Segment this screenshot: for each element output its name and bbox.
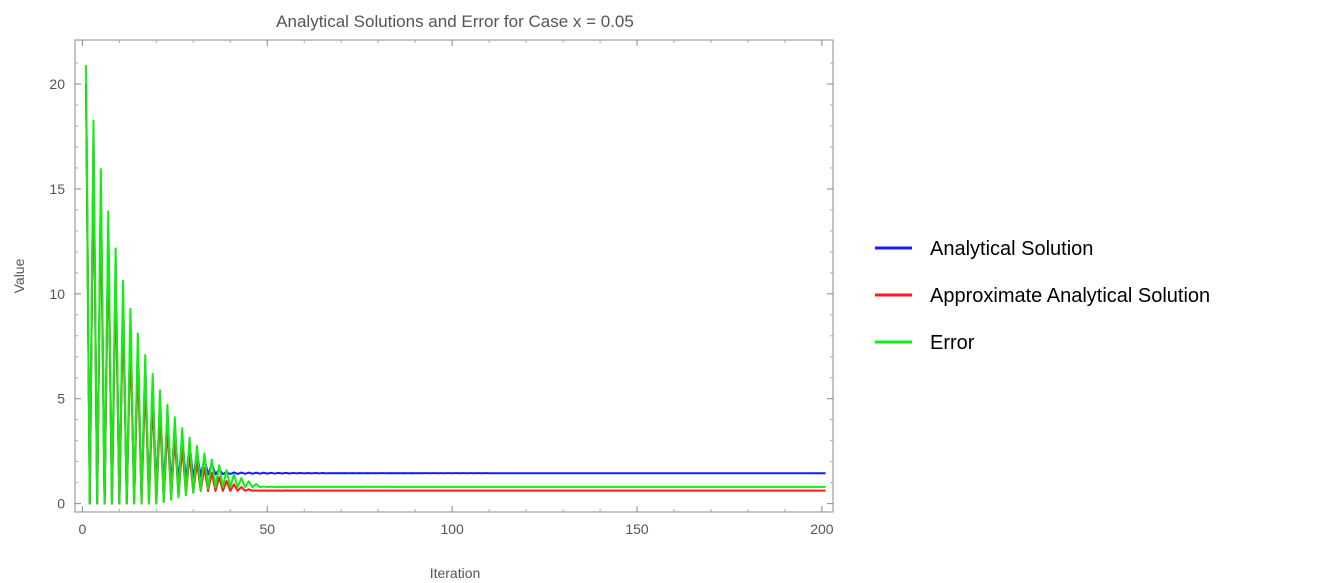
legend: Analytical Solution Approximate Analytica…: [875, 238, 1210, 354]
series-line-1: [85, 84, 826, 505]
x-tick-label: 0: [78, 521, 86, 537]
x-tick-label: 150: [625, 521, 649, 537]
y-tick-label: 5: [57, 391, 65, 407]
legend-entry: Analytical Solution: [930, 238, 1093, 260]
x-tick-label: 50: [259, 521, 275, 537]
x-axis-label: Iteration: [430, 565, 481, 581]
y-axis-label: Value: [11, 258, 27, 293]
plot-frame: [74, 39, 834, 513]
x-tick-label: 100: [440, 521, 464, 537]
y-tick-label: 0: [57, 496, 65, 512]
y-tick-label: 20: [49, 76, 65, 92]
x-axis: 0 50 100 150 200: [78, 40, 834, 537]
legend-entry: Approximate Analytical Solution: [930, 285, 1210, 307]
series-line-3: [85, 65, 826, 505]
x-tick-label: 200: [810, 521, 834, 537]
plot-area: [85, 65, 826, 505]
legend-entry: Error: [930, 332, 975, 354]
y-axis: 0 5 10 15 20: [49, 62, 833, 512]
chart-title: Analytical Solutions and Error for Case …: [276, 12, 634, 31]
y-tick-label: 15: [49, 181, 65, 197]
series-line-2: [85, 88, 826, 505]
y-tick-label: 10: [49, 286, 65, 302]
